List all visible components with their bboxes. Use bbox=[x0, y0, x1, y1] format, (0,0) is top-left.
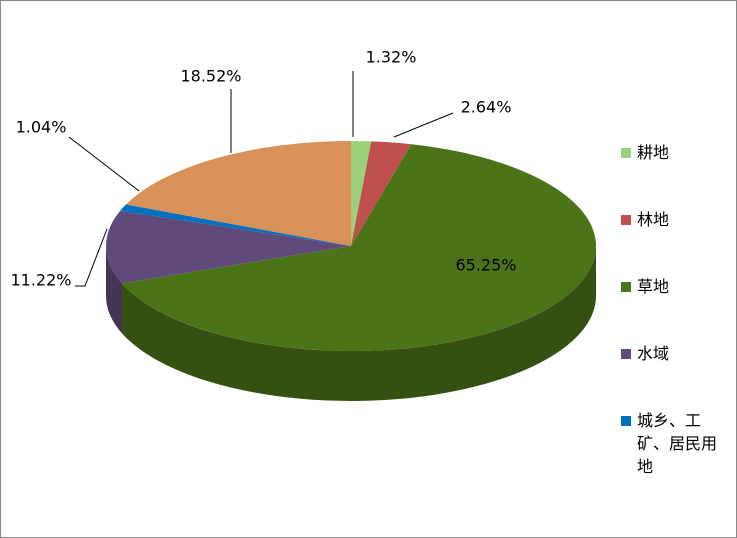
legend-label: 水域 bbox=[637, 344, 670, 363]
legend-item: 水域 bbox=[621, 342, 721, 409]
slice-side bbox=[121, 246, 596, 401]
legend-swatch bbox=[621, 282, 631, 292]
slice bbox=[351, 141, 412, 246]
data-label: 1.32% bbox=[366, 48, 417, 67]
slice bbox=[105, 210, 351, 284]
legend-item: 城乡、工矿、居民用地 bbox=[621, 409, 721, 476]
data-label: 18.52% bbox=[180, 67, 241, 86]
legend-swatch bbox=[621, 416, 631, 426]
data-label: 11.22% bbox=[10, 271, 71, 290]
legend-swatch bbox=[621, 215, 631, 225]
legend-label: 草地 bbox=[637, 277, 670, 296]
legend-swatch bbox=[621, 349, 631, 359]
slice-side bbox=[106, 246, 122, 334]
legend-label: 林地 bbox=[637, 210, 670, 229]
legend: 耕地林地草地水域城乡、工矿、居民用地 bbox=[621, 141, 721, 476]
legend-item: 草地 bbox=[621, 275, 721, 342]
slice bbox=[126, 141, 352, 246]
leader-line bbox=[393, 112, 454, 138]
legend-item: 林地 bbox=[621, 208, 721, 275]
slice bbox=[351, 141, 372, 246]
slice bbox=[120, 204, 351, 246]
slice bbox=[121, 144, 596, 351]
leader-line bbox=[75, 228, 108, 287]
legend-label: 城乡、工矿、居民用地 bbox=[637, 411, 718, 476]
legend-swatch bbox=[621, 148, 631, 158]
data-label: 2.64% bbox=[461, 98, 512, 117]
legend-item: 耕地 bbox=[621, 141, 721, 208]
data-label: 1.04% bbox=[16, 118, 67, 137]
data-label: 65.25% bbox=[455, 256, 516, 275]
leader-line bbox=[68, 136, 140, 192]
legend-label: 耕地 bbox=[637, 143, 670, 162]
